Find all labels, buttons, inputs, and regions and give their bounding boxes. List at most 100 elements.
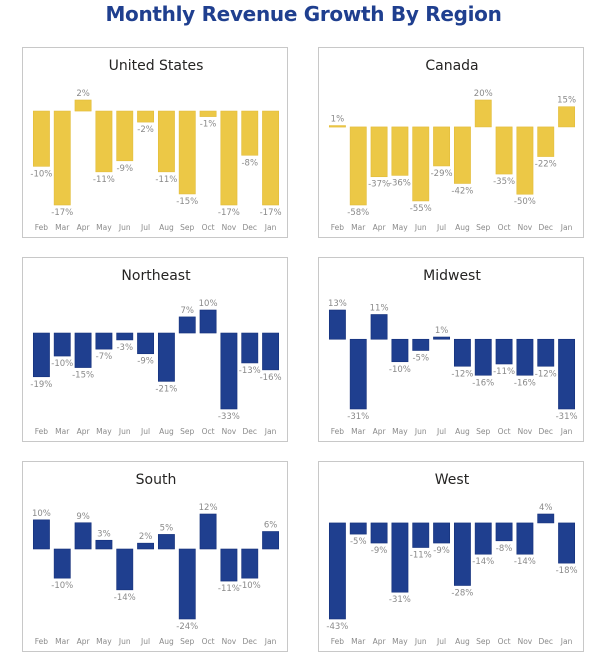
data-label: -14% — [472, 557, 494, 567]
bar-feb — [328, 309, 346, 340]
x-tick-label: Nov — [518, 637, 533, 646]
chart-title: United States — [109, 58, 204, 74]
data-label: 5% — [160, 523, 174, 533]
data-label: -10% — [389, 365, 411, 375]
x-tick-label: Aug — [455, 223, 470, 232]
data-label: -16% — [260, 373, 282, 383]
x-tick-label: Sep — [476, 637, 490, 646]
data-label: -17% — [51, 208, 73, 218]
x-tick-label: Jun — [414, 223, 427, 232]
x-tick-label: May — [96, 223, 112, 232]
bar-dec — [241, 332, 259, 364]
data-label: 1% — [331, 115, 345, 125]
data-label: -10% — [239, 581, 261, 591]
x-tick-label: May — [392, 427, 408, 436]
x-tick-label: Feb — [35, 637, 49, 646]
bar-may — [391, 338, 409, 363]
data-label: 2% — [76, 89, 90, 99]
bar-aug — [453, 522, 471, 586]
bar-nov — [220, 548, 238, 582]
x-tick-label: Mar — [351, 427, 366, 436]
data-label: -21% — [155, 384, 177, 394]
x-tick-label: Feb — [35, 427, 49, 436]
data-label: -5% — [350, 537, 367, 547]
x-tick-label: Sep — [180, 427, 194, 436]
data-label: -18% — [556, 566, 578, 576]
data-label: -42% — [451, 186, 473, 196]
bar-feb — [32, 332, 50, 378]
x-tick-label: Feb — [331, 427, 345, 436]
data-label: -1% — [200, 120, 217, 130]
chart-title: Canada — [425, 58, 478, 74]
x-tick-label: Dec — [242, 223, 257, 232]
chart-title: South — [136, 472, 177, 488]
x-tick-label: Dec — [538, 427, 553, 436]
bar-chart-canada: Canada 1% Feb-58% Mar -37% Apr -36% May-55% Jun -… — [328, 58, 576, 232]
x-tick-label: May — [96, 427, 112, 436]
x-tick-label: Apr — [373, 427, 387, 436]
x-tick-label: Feb — [35, 223, 49, 232]
bar-mar — [349, 126, 367, 206]
data-label: 12% — [199, 503, 218, 513]
x-tick-label: Jun — [118, 637, 131, 646]
x-tick-label: Jul — [140, 223, 150, 232]
data-label: -15% — [176, 197, 198, 207]
bar-jul — [433, 336, 451, 340]
x-tick-label: Jun — [118, 427, 131, 436]
bar-jul — [433, 522, 451, 544]
x-tick-label: Nov — [222, 427, 237, 436]
bar-jun — [116, 110, 134, 162]
data-label: -14% — [114, 593, 136, 603]
bar-aug — [157, 332, 175, 382]
data-label: -9% — [371, 546, 388, 556]
bar-jul — [137, 332, 155, 355]
x-tick-label: Feb — [331, 637, 345, 646]
x-tick-label: Jul — [436, 427, 446, 436]
bar-sep — [474, 522, 492, 555]
bar-may — [391, 522, 409, 593]
data-label: -55% — [410, 204, 432, 214]
chart-panel-west: West -43% Feb -5% Mar -9% Apr -31% May -11% Jun -9%… — [318, 461, 584, 652]
data-label: -24% — [176, 622, 198, 632]
bar-jun — [412, 338, 430, 351]
x-tick-label: Dec — [242, 427, 257, 436]
data-label: -16% — [514, 378, 536, 388]
bar-aug — [453, 126, 471, 184]
bar-chart-northeast: Northeast -19% Feb -10% Mar -15% Apr -7% May -3% J… — [30, 268, 282, 436]
bar-jan — [558, 338, 576, 410]
bar-dec — [537, 338, 555, 367]
data-label: 7% — [181, 306, 195, 316]
bar-apr — [370, 126, 388, 178]
x-tick-label: Jul — [140, 637, 150, 646]
x-tick-label: Apr — [77, 427, 91, 436]
data-label: -10% — [51, 581, 73, 591]
data-label: -8% — [496, 544, 513, 554]
bar-apr — [370, 314, 388, 340]
chart-title: West — [435, 472, 470, 488]
bar-feb — [328, 522, 346, 620]
bar-mar — [53, 548, 71, 579]
data-label: -33% — [218, 412, 240, 422]
x-tick-label: May — [96, 637, 112, 646]
data-label: -7% — [96, 352, 113, 362]
bar-jun — [116, 332, 134, 341]
data-label: -8% — [241, 158, 258, 168]
chart-panel-united-states: United States -10% Feb -17% Mar 2% Apr -11% May -… — [22, 47, 288, 238]
bar-oct — [199, 110, 217, 117]
data-label: -17% — [218, 208, 240, 218]
bar-oct — [199, 309, 217, 334]
data-label: -28% — [451, 588, 473, 598]
data-label: -43% — [326, 622, 348, 632]
data-label: 3% — [97, 529, 111, 539]
x-tick-label: Apr — [373, 637, 387, 646]
data-label: -16% — [472, 378, 494, 388]
bar-aug — [157, 534, 175, 550]
data-label: 11% — [370, 304, 389, 314]
bar-mar — [53, 332, 71, 357]
data-label: 10% — [32, 509, 51, 519]
x-tick-label: Oct — [498, 223, 511, 232]
data-label: -31% — [347, 412, 369, 422]
bar-jan — [262, 332, 280, 371]
bar-apr — [370, 522, 388, 544]
bar-sep — [178, 548, 196, 620]
